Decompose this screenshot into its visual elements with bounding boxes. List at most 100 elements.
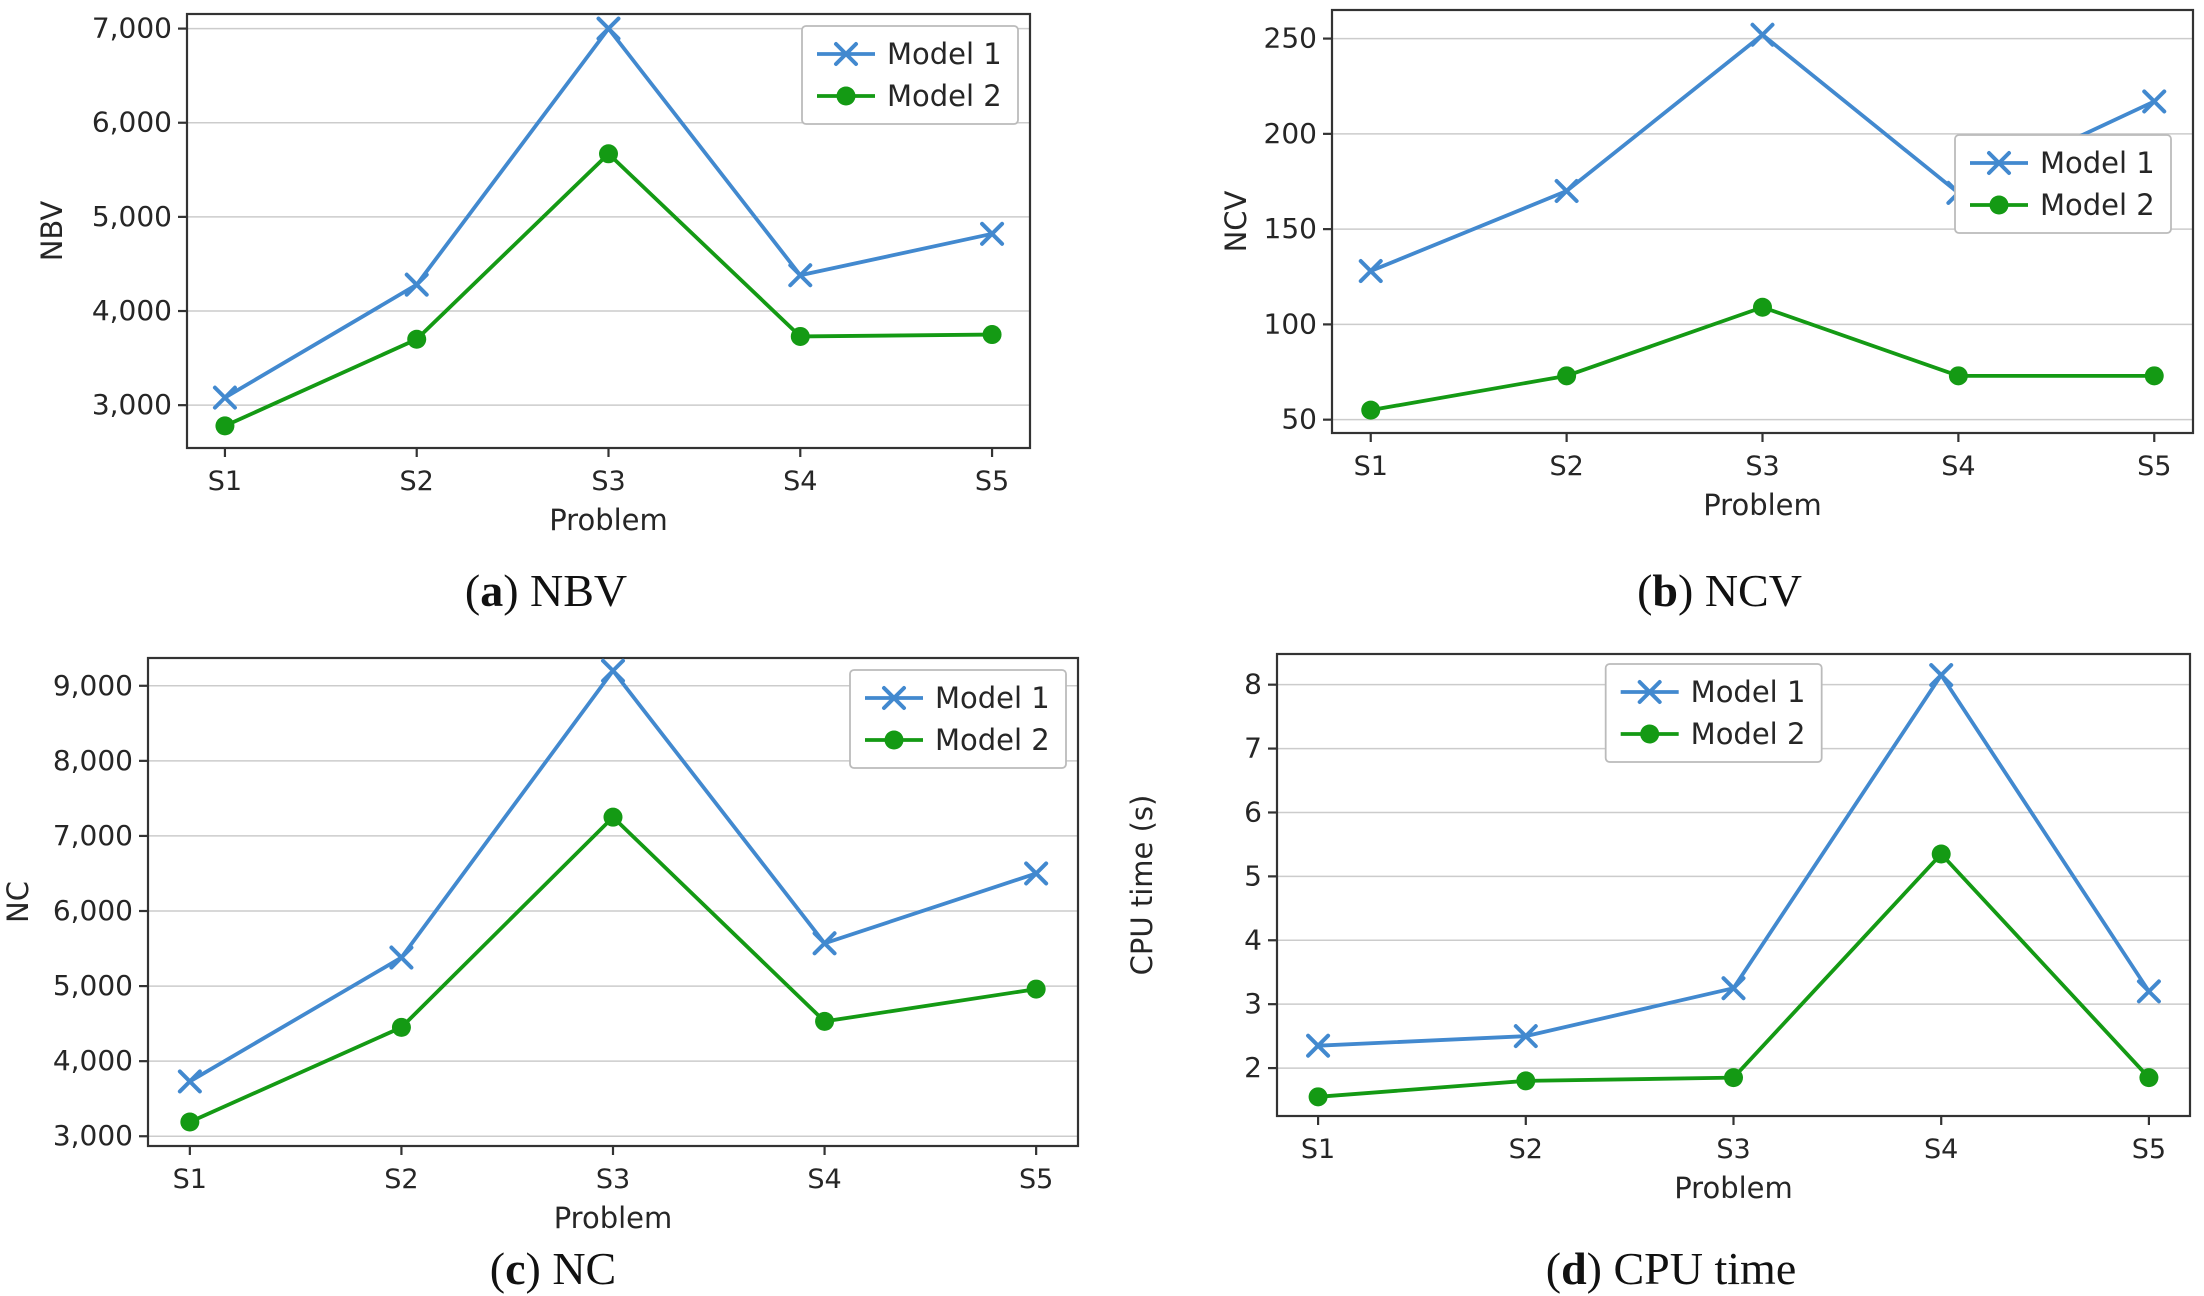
data-point-model-1 — [1721, 976, 1746, 1001]
caption-open: ( — [464, 565, 481, 616]
legend-marker — [884, 730, 904, 750]
x-tick-label: S3 — [1745, 451, 1779, 482]
caption-open: ( — [1545, 1243, 1562, 1294]
data-point-model-1 — [212, 385, 237, 410]
legend-marker — [882, 686, 906, 710]
data-point-model-1 — [980, 221, 1005, 246]
data-point-model-2 — [1948, 366, 1968, 386]
data-point-model-2 — [2144, 366, 2164, 386]
x-tick-label: S5 — [2132, 1134, 2166, 1165]
data-point-model-1 — [177, 1069, 202, 1094]
caption-open: ( — [489, 1243, 506, 1294]
ncv-chart-figure: 50 100 150 200 250 S1 S2 S3 S4 S5 Problem NCV Model … — [1100, 0, 2204, 648]
caption-letter: d — [1561, 1243, 1587, 1294]
legend-label: Model 2 — [2040, 188, 2155, 222]
caption-close: ) — [1586, 1243, 1614, 1294]
x-tick-label: S4 — [1941, 451, 1975, 482]
data-point-model-2 — [2139, 1068, 2159, 1088]
caption-close: ) — [1677, 565, 1705, 616]
y-tick-label: 5,000 — [53, 969, 133, 1002]
x-tick-label: S2 — [400, 466, 434, 497]
legend-box — [1954, 134, 2172, 234]
y-tick-label: 50 — [1281, 403, 1317, 436]
legend-label: Model 2 — [935, 723, 1050, 757]
y-tick-label: 3,000 — [53, 1119, 133, 1152]
data-point-model-1 — [812, 931, 837, 956]
legend-label: Model 1 — [2040, 146, 2155, 180]
x-tick-label: S1 — [208, 466, 242, 497]
legend-marker — [1989, 195, 2009, 215]
x-tick-label: S1 — [1354, 451, 1388, 482]
caption-label: NBV — [530, 565, 628, 616]
data-point-model-2 — [790, 326, 810, 346]
caption-letter: c — [505, 1243, 526, 1294]
y-tick-label: 9,000 — [53, 669, 133, 702]
y-tick-label: 6,000 — [53, 894, 133, 927]
data-point-model-1 — [389, 945, 414, 970]
x-tick-label: S4 — [783, 466, 817, 497]
nc-chart-figure: 3,000 4,000 5,000 6,000 7,000 8,000 9,000 S1 S2 S… — [0, 648, 1100, 1296]
y-tick-label: 8,000 — [53, 744, 133, 777]
data-point-model-1 — [1750, 22, 1775, 47]
y-tick-label: 8 — [1244, 668, 1262, 701]
legend-label: Model 2 — [1691, 717, 1806, 751]
y-tick-label: 3,000 — [92, 388, 172, 421]
ncv-chart-canvas: 50 100 150 200 250 S1 S2 S3 S4 S5 Problem NCV Model … — [1219, 8, 2195, 522]
y-tick-label: 7,000 — [92, 12, 172, 45]
legend-marker — [1640, 724, 1660, 744]
data-point-model-1 — [601, 658, 625, 683]
caption-close: ) — [525, 1243, 553, 1294]
x-axis-label: Problem — [1674, 1171, 1793, 1205]
y-tick-label: 250 — [1264, 22, 1317, 55]
cpu-time-chart-canvas: 2 3 4 5 6 7 8 S1 S2 S3 S4 S5 Problem CPU time (s) Mode… — [1125, 652, 2192, 1205]
x-tick-label: S4 — [1924, 1134, 1958, 1165]
x-tick-label: S5 — [975, 466, 1009, 497]
y-axis-label: NC — [1, 881, 35, 923]
data-point-model-2 — [1516, 1071, 1536, 1091]
y-tick-label: 150 — [1264, 212, 1317, 245]
data-point-model-1 — [2136, 979, 2161, 1004]
data-point-model-1 — [1306, 1033, 1331, 1058]
caption-letter: a — [480, 565, 504, 616]
x-tick-label: S2 — [1509, 1134, 1543, 1165]
y-tick-label: 4,000 — [92, 294, 172, 327]
x-axis-label: Problem — [549, 503, 668, 537]
legend-label: Model 1 — [935, 681, 1050, 715]
y-tick-label: 4,000 — [53, 1044, 133, 1077]
data-point-model-2 — [1724, 1068, 1743, 1088]
x-tick-label: S4 — [807, 1164, 841, 1195]
y-tick-label: 7,000 — [53, 819, 133, 852]
caption-close: ) — [503, 565, 531, 616]
y-tick-label: 200 — [1264, 117, 1317, 150]
legend-label: Model 1 — [887, 37, 1002, 71]
data-point-model-2 — [599, 144, 618, 164]
data-point-model-1 — [1554, 179, 1579, 204]
caption-letter: b — [1652, 565, 1678, 616]
x-tick-label: S3 — [1716, 1134, 1750, 1165]
data-point-model-2 — [1026, 979, 1046, 999]
nbv-chart-figure: 3,000 4,000 5,000 6,000 7,000 S1 S2 S3 S4 S5 Probl… — [0, 0, 1100, 648]
data-point-model-2 — [815, 1011, 835, 1031]
y-tick-label: 5 — [1244, 859, 1262, 892]
data-point-model-2 — [1557, 366, 1577, 386]
y-tick-label: 2 — [1244, 1051, 1262, 1084]
cpu-time-caption: (d) CPU time — [1152, 1243, 2190, 1295]
cpu-time-chart-figure: 2 3 4 5 6 7 8 S1 S2 S3 S4 S5 Problem CPU time (s) Mode… — [1100, 648, 2204, 1296]
caption-label: NCV — [1704, 565, 1802, 616]
legend-marker — [836, 86, 856, 106]
y-tick-label: 6,000 — [92, 106, 172, 139]
caption-label: NC — [552, 1243, 617, 1294]
y-tick-label: 100 — [1264, 307, 1317, 340]
data-point-model-1 — [2142, 89, 2167, 114]
x-tick-label: S1 — [1301, 1134, 1335, 1165]
nbv-chart-canvas: 3,000 4,000 5,000 6,000 7,000 S1 S2 S3 S4 S5 Probl… — [35, 12, 1032, 537]
y-tick-label: 4 — [1244, 923, 1262, 956]
series-line-model-2 — [224, 151, 993, 428]
data-point-model-1 — [596, 16, 621, 41]
y-tick-label: 3 — [1244, 987, 1262, 1020]
nc-chart-canvas: 3,000 4,000 5,000 6,000 7,000 8,000 9,000 S1 S2 S… — [1, 656, 1080, 1235]
x-tick-label: S2 — [1549, 451, 1583, 482]
data-point-model-2 — [1361, 400, 1381, 420]
y-axis-label: NBV — [35, 201, 69, 262]
